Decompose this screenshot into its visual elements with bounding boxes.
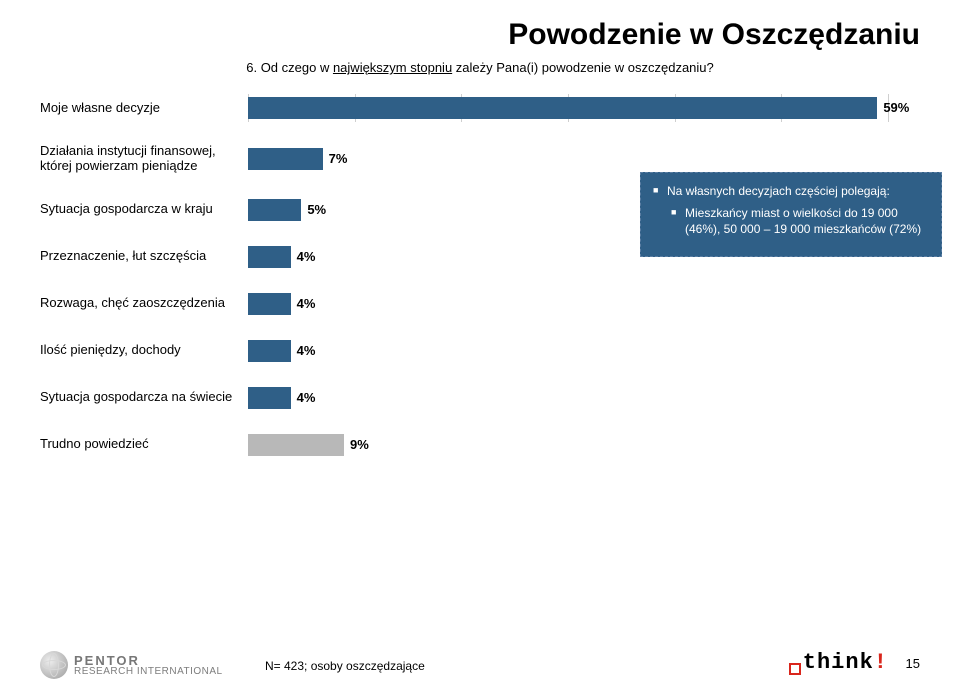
bar-category-label: Moje własne decyzje — [40, 101, 248, 116]
bar-value-label: 5% — [301, 199, 326, 221]
bar-plot: 4% — [248, 387, 903, 409]
chart-question: 6. Od czego w największym stopniu zależy… — [40, 60, 920, 75]
page-number: 15 — [906, 656, 920, 671]
bar — [248, 387, 291, 409]
info-box: Na własnych decyzjach częściej polegają:… — [640, 172, 942, 257]
bar-value-label: 9% — [344, 434, 369, 456]
square-icon — [789, 663, 801, 675]
bar-value-label: 4% — [291, 387, 316, 409]
bar — [248, 340, 291, 362]
info-line-2: Mieszkańcy miast o wielkości do 19 000 (… — [671, 205, 929, 237]
bar — [248, 434, 344, 456]
bar-plot: 7% — [248, 148, 903, 170]
bar-track: 4% — [248, 387, 888, 409]
bar-category-label: Trudno powiedzieć — [40, 437, 248, 452]
bar-row: Sytuacja gospodarcza na świecie 4% — [40, 387, 920, 409]
think-bang: ! — [874, 650, 888, 675]
bar-plot: 9% — [248, 434, 903, 456]
bar-category-label: Sytuacja gospodarcza na świecie — [40, 390, 248, 405]
bar-value-label: 4% — [291, 246, 316, 268]
bar-value-label: 4% — [291, 293, 316, 315]
pentor-logo: PENTOR RESEARCH INTERNATIONAL — [40, 651, 223, 679]
bar-plot: 59% — [248, 97, 903, 119]
pentor-sub: RESEARCH INTERNATIONAL — [74, 667, 223, 677]
bar-track: 4% — [248, 293, 888, 315]
bar — [248, 293, 291, 315]
bar-value-label: 7% — [323, 148, 348, 170]
pentor-brand: PENTOR — [74, 654, 223, 667]
bar-row: Ilość pieniędzy, dochody 4% — [40, 340, 920, 362]
bar-value-label: 4% — [291, 340, 316, 362]
bar-row: Moje własne decyzje59% — [40, 97, 920, 119]
bar-track: 7% — [248, 148, 888, 170]
info-line-1: Na własnych decyzjach częściej polegają: — [653, 183, 929, 199]
bar-category-label: Ilość pieniędzy, dochody — [40, 343, 248, 358]
bar-category-label: Działania instytucji finansowej, której … — [40, 144, 248, 174]
bar-value-label: 59% — [877, 97, 909, 119]
page-title: Powodzenie w Oszczędzaniu — [40, 18, 920, 52]
bar-row: Działania instytucji finansowej, której … — [40, 144, 920, 174]
think-text: think — [803, 650, 874, 675]
bar-row: Trudno powiedzieć 9% — [40, 434, 920, 456]
globe-icon — [40, 651, 68, 679]
think-logo: think! — [789, 650, 888, 675]
bar — [248, 199, 301, 221]
bar — [248, 246, 291, 268]
pentor-text: PENTOR RESEARCH INTERNATIONAL — [74, 654, 223, 677]
sample-size: N= 423; osoby oszczędzające — [265, 659, 425, 673]
bar-category-label: Rozwaga, chęć zaoszczędzenia — [40, 296, 248, 311]
bar — [248, 97, 877, 119]
question-underline: największym stopniu — [333, 60, 452, 75]
bar — [248, 148, 323, 170]
bar-track: 59% — [248, 97, 888, 119]
think-word: think! — [803, 650, 888, 675]
bar-chart: Moje własne decyzje59%Działania instytuc… — [40, 97, 920, 456]
bar-track: 4% — [248, 340, 888, 362]
bar-plot: 4% — [248, 340, 903, 362]
bar-row: Rozwaga, chęć zaoszczędzenia 4% — [40, 293, 920, 315]
bar-category-label: Sytuacja gospodarcza w kraju — [40, 202, 248, 217]
question-prefix: 6. Od czego w — [246, 60, 333, 75]
question-tail: zależy Pana(i) powodzenie w oszczędzaniu… — [452, 60, 714, 75]
bar-plot: 4% — [248, 293, 903, 315]
page-footer: PENTOR RESEARCH INTERNATIONAL N= 423; os… — [40, 639, 920, 679]
bar-category-label: Przeznaczenie, łut szczęścia — [40, 249, 248, 264]
bar-track: 9% — [248, 434, 888, 456]
